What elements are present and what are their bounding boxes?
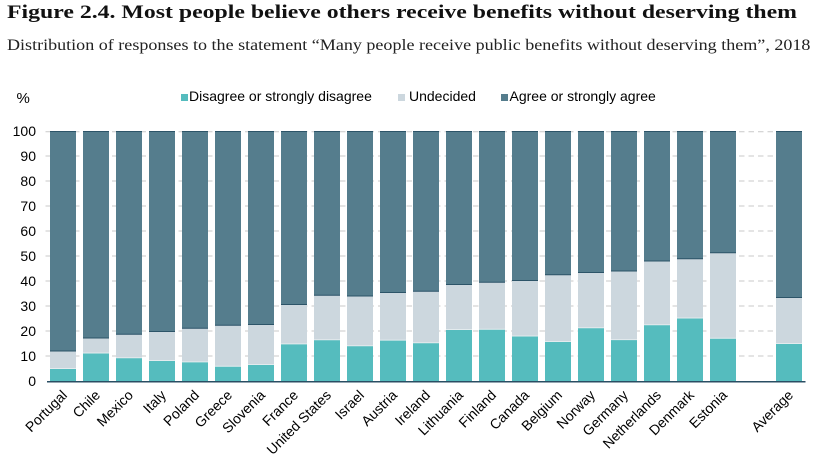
svg-text:80: 80 bbox=[20, 173, 36, 189]
svg-text:Estonia: Estonia bbox=[686, 387, 730, 431]
svg-text:40: 40 bbox=[20, 273, 36, 289]
svg-text:60: 60 bbox=[20, 223, 36, 239]
svg-text:100: 100 bbox=[13, 123, 37, 139]
svg-text:70: 70 bbox=[20, 198, 36, 214]
svg-text:50: 50 bbox=[20, 248, 36, 264]
svg-text:Austria: Austria bbox=[358, 387, 400, 429]
svg-text:Portugal: Portugal bbox=[22, 387, 70, 435]
svg-text:20: 20 bbox=[20, 323, 36, 339]
svg-text:10: 10 bbox=[20, 348, 36, 364]
svg-text:Mexico: Mexico bbox=[93, 387, 136, 430]
svg-text:30: 30 bbox=[20, 298, 36, 314]
svg-text:0: 0 bbox=[28, 373, 36, 389]
svg-text:90: 90 bbox=[20, 148, 36, 164]
svg-text:Average: Average bbox=[748, 387, 796, 435]
